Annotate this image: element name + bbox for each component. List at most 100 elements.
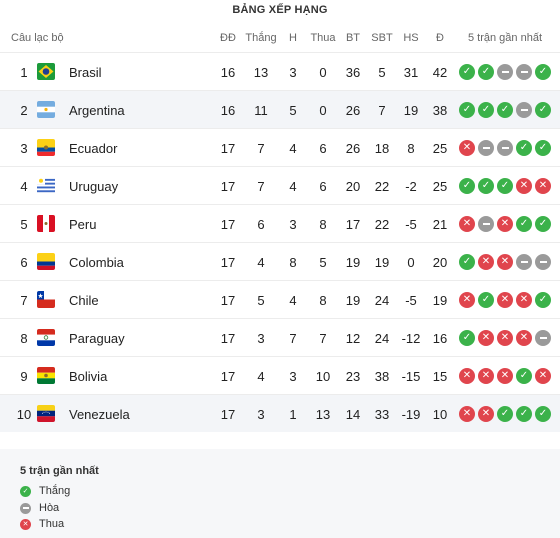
team-name[interactable]: Ecuador [69, 141, 118, 156]
cross-icon: ✕ [459, 368, 475, 384]
table-row[interactable]: 7 Chile 17 5 4 8 19 24 -5 19 ✕ ✓ ✕ ✕ ✓ [0, 280, 560, 318]
team-name[interactable]: Peru [69, 217, 97, 232]
header-gf[interactable]: BT [345, 32, 361, 44]
gd-cell: -19 [401, 407, 421, 422]
rank-cell: 4 [20, 179, 28, 194]
rank-cell: 5 [20, 217, 28, 232]
check-icon: ✓ [535, 292, 551, 308]
cross-icon: ✕ [535, 368, 551, 384]
team-name[interactable]: Brasil [69, 65, 102, 80]
lost-cell: 8 [319, 293, 327, 308]
form-legend: 5 trận gần nhất ✓ Thắng Hòa ✕ Thua [0, 449, 560, 538]
check-icon: ✓ [516, 216, 532, 232]
cross-icon: ✕ [516, 330, 532, 346]
team-name[interactable]: Colombia [69, 255, 124, 270]
header-club[interactable]: Câu lạc bộ [11, 32, 64, 44]
cross-icon: ✕ [20, 518, 31, 530]
gf-cell: 19 [345, 255, 361, 270]
header-won[interactable]: Thắng [245, 32, 277, 44]
form-cell: ✕ ✕ ✓ ✓ [459, 216, 551, 232]
pts-cell: 19 [432, 293, 448, 308]
header-drawn[interactable]: H [289, 32, 297, 44]
table-row[interactable]: 6 Colombia 17 4 8 5 19 19 0 20 ✓ ✕ ✕ [0, 242, 560, 280]
gf-cell: 20 [345, 179, 361, 194]
form-cell: ✕ ✓ ✓ [459, 140, 551, 156]
header-lost[interactable]: Thua [310, 32, 336, 44]
gd-cell: 0 [407, 255, 415, 270]
gd-cell: -15 [401, 369, 421, 384]
played-cell: 16 [220, 103, 236, 118]
gf-cell: 14 [345, 407, 361, 422]
cross-icon: ✕ [516, 178, 532, 194]
cross-icon: ✕ [535, 178, 551, 194]
played-cell: 17 [220, 331, 236, 346]
won-cell: 5 [257, 293, 265, 308]
table-row[interactable]: 4 Uruguay 17 7 4 6 20 22 -2 25 ✓ ✓ ✓ ✕ ✕ [0, 166, 560, 204]
minus-icon [516, 254, 532, 270]
played-cell: 17 [220, 179, 236, 194]
check-icon: ✓ [20, 485, 31, 497]
check-icon: ✓ [459, 102, 475, 118]
form-cell: ✓ ✕ ✕ [459, 254, 551, 270]
check-icon: ✓ [478, 292, 494, 308]
form-cell: ✓ ✓ ✓ [459, 64, 551, 80]
minus-icon [478, 216, 494, 232]
pts-cell: 15 [432, 369, 448, 384]
team-name[interactable]: Paraguay [69, 331, 125, 346]
legend-loss-label: Thua [39, 518, 65, 530]
team-name[interactable]: Argentina [69, 103, 125, 118]
check-icon: ✓ [497, 102, 513, 118]
cross-icon: ✕ [497, 368, 513, 384]
table-row[interactable]: 3 Ecuador 17 7 4 6 26 18 8 25 ✕ ✓ ✓ [0, 128, 560, 166]
lost-cell: 13 [315, 407, 331, 422]
header-gd[interactable]: HS [403, 32, 419, 44]
pts-cell: 10 [432, 407, 448, 422]
form-cell: ✓ ✓ ✓ ✓ [459, 102, 551, 118]
rank-cell: 2 [20, 103, 28, 118]
check-icon: ✓ [535, 140, 551, 156]
team-name[interactable]: Venezuela [69, 407, 130, 422]
check-icon: ✓ [516, 406, 532, 422]
table-row[interactable]: 2 Argentina 16 11 5 0 26 7 19 38 ✓ ✓ ✓ ✓ [0, 90, 560, 128]
drawn-cell: 4 [289, 141, 297, 156]
lost-cell: 6 [319, 141, 327, 156]
played-cell: 17 [220, 255, 236, 270]
gd-cell: 8 [407, 141, 415, 156]
rank-cell: 8 [20, 331, 28, 346]
header-played[interactable]: ĐĐ [220, 32, 236, 44]
table-row[interactable]: 9 Bolivia 17 4 3 10 23 38 -15 15 ✕ ✕ ✕ ✓ ✕ [0, 356, 560, 394]
table-row[interactable]: 5 Peru 17 6 3 8 17 22 -5 21 ✕ ✕ ✓ ✓ [0, 204, 560, 242]
check-icon: ✓ [497, 406, 513, 422]
team-name[interactable]: Uruguay [69, 179, 119, 194]
header-pts[interactable]: Đ [436, 32, 444, 44]
rank-cell: 1 [20, 65, 28, 80]
won-cell: 7 [257, 179, 265, 194]
form-cell: ✓ ✕ ✕ ✕ [459, 330, 551, 346]
flag-peru-icon [37, 215, 55, 232]
flag-argentina-icon [37, 101, 55, 118]
won-cell: 11 [254, 103, 268, 118]
minus-icon [516, 102, 532, 118]
legend-loss: ✕ Thua [20, 518, 64, 530]
team-name[interactable]: Bolivia [69, 369, 108, 384]
check-icon: ✓ [535, 64, 551, 80]
cross-icon: ✕ [459, 292, 475, 308]
ga-cell: 24 [374, 331, 390, 346]
won-cell: 4 [257, 369, 265, 384]
played-cell: 17 [220, 141, 236, 156]
table-row[interactable]: 1 Brasil 16 13 3 0 36 5 31 42 ✓ ✓ ✓ [0, 52, 560, 90]
drawn-cell: 5 [289, 103, 297, 118]
won-cell: 6 [257, 217, 265, 232]
check-icon: ✓ [516, 368, 532, 384]
team-name[interactable]: Chile [69, 293, 99, 308]
gf-cell: 26 [345, 141, 361, 156]
table-row[interactable]: 10 Venezuela 17 3 1 13 14 33 -19 10 ✕ ✕ ✓ ✓ ✓ [0, 394, 560, 432]
flag-uruguay-icon [37, 177, 55, 194]
header-ga[interactable]: SBT [371, 32, 393, 44]
cross-icon: ✕ [478, 406, 494, 422]
page-title: BẢNG XẾP HẠNG [232, 4, 328, 16]
ga-cell: 18 [374, 141, 390, 156]
ga-cell: 22 [374, 179, 390, 194]
gd-cell: -2 [405, 179, 417, 194]
table-row[interactable]: 8 Paraguay 17 3 7 7 12 24 -12 16 ✓ ✕ ✕ ✕ [0, 318, 560, 356]
